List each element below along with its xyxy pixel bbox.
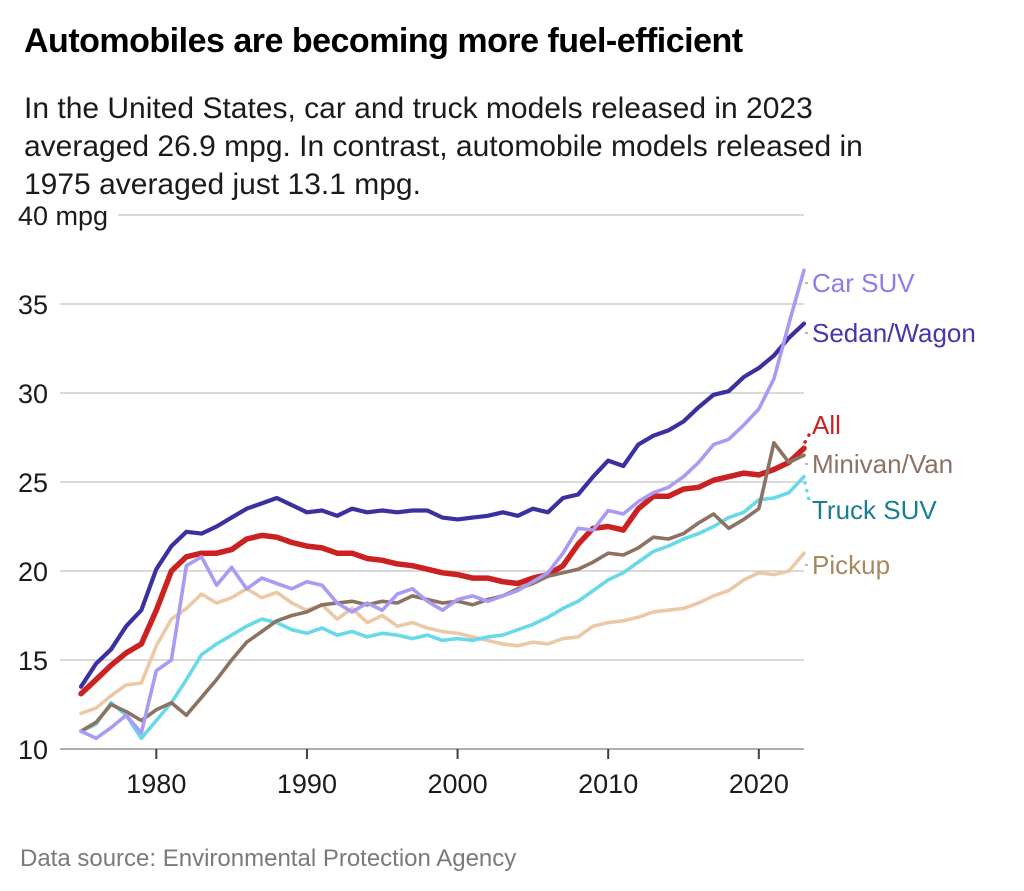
leader-dotted-all [803,433,811,444]
series-label-all: All [812,410,841,440]
series-line-sedan-wagon [78,321,807,689]
y-tick-label: 20 [18,557,48,587]
series-label-car-suv: Car SUV [812,268,915,298]
x-tick-label: 2010 [578,769,638,799]
series-line-pickup [79,551,806,716]
series-lines [78,268,807,741]
x-tick-label: 1980 [126,769,186,799]
x-tick-label: 1990 [277,769,337,799]
series-line-all [78,445,807,697]
series-label-minivan-van: Minivan/Van [812,449,953,479]
x-tick-label: 2020 [729,769,789,799]
series-label-pickup: Pickup [812,550,890,580]
series-line-minivan-van [79,440,806,734]
y-axis-labels: 10 15 20 25 30 35 40 mpg [18,201,108,765]
y-tick-label: 10 [18,735,48,765]
series-label-sedan-wagon: Sedan/Wagon [812,318,976,348]
x-tick-label: 2000 [428,769,488,799]
subtitle-line-2: averaged 26.9 mpg. In contrast, automobi… [24,130,863,163]
subtitle-line-3: 1975 averaged just 13.1 mpg. [24,168,421,201]
series-line-car-suv [79,268,806,741]
gridlines [60,214,804,750]
subtitle-line-1: In the United States, car and truck mode… [24,92,813,125]
y-tick-label: 30 [18,379,48,409]
data-source: Data source: Environmental Protection Ag… [20,845,517,872]
leader-dotted-truck-suv [803,480,811,502]
chart-title: Automobiles are becoming more fuel-effic… [24,22,743,60]
y-tick-label: 15 [18,646,48,676]
series-end-labels: Car SUV Sedan/Wagon All Minivan/Van Truck SU… [812,268,976,580]
chart-subtitle: In the United States, car and truck mode… [24,90,974,204]
y-tick-label: 40 mpg [18,201,108,231]
series-label-truck-suv: Truck SUV [812,495,937,525]
label-connectors [803,282,811,566]
y-tick-label: 35 [18,290,48,320]
series-line-truck-suv [79,474,806,741]
y-tick-label: 25 [18,468,48,498]
x-axis: 1980 1990 2000 2010 2020 [126,749,789,799]
